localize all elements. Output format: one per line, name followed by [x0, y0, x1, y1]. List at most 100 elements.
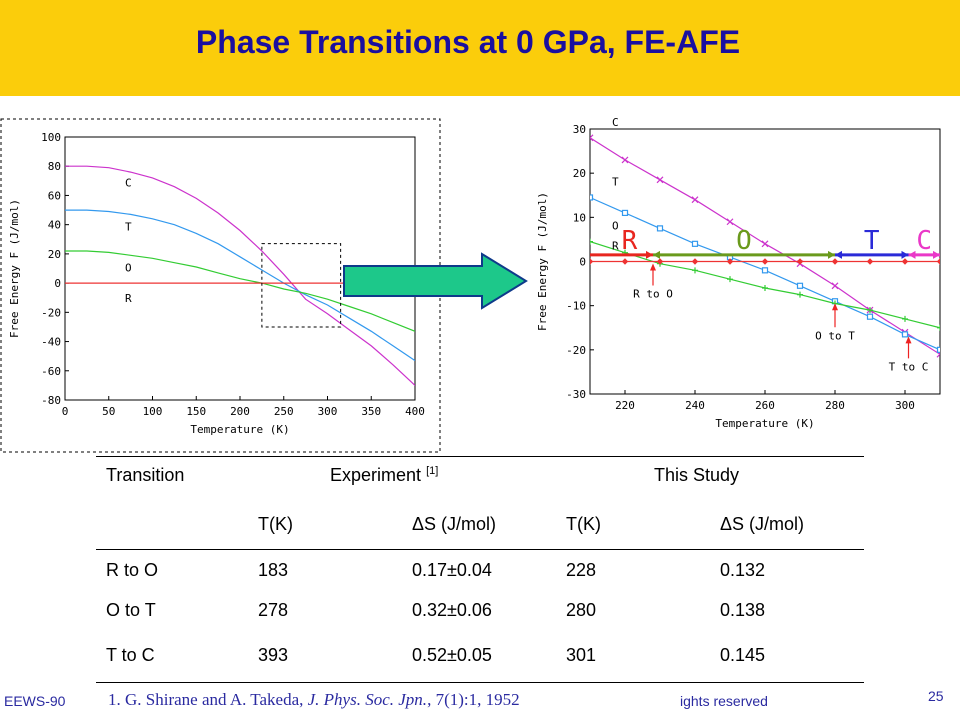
table-cell-transition: O to T: [106, 600, 156, 620]
table-rule-mid: [96, 549, 864, 550]
table-rule-bottom: [96, 682, 864, 683]
right-point-T: [691, 240, 699, 247]
right-x-tick-label: 280: [825, 399, 845, 412]
right-point-C: [726, 218, 734, 226]
right-point-R: [621, 258, 629, 265]
phase-arrowhead-left-T: [835, 250, 842, 259]
table-cell-study-t: 301: [566, 645, 597, 665]
right-point-R: [590, 258, 594, 265]
page-number: 25: [928, 688, 944, 704]
left-x-tick-label: 300: [318, 405, 338, 418]
table-cell-transition: T to C: [106, 645, 155, 665]
phase-label-R: R: [622, 226, 638, 256]
table-header-transition: Transition: [106, 465, 185, 485]
right-point-R: [691, 258, 699, 265]
table-rule-top: [96, 456, 864, 457]
right-y-tick-label: 10: [573, 211, 586, 224]
right-point-C: [691, 196, 699, 204]
footer-right-text: ights reserved: [680, 693, 768, 709]
left-x-tick-label: 400: [405, 405, 425, 418]
left-y-axis-label: Free Energy F (J/mol): [8, 199, 21, 338]
left-x-axis-label: Temperature (K): [190, 423, 289, 436]
right-series-group: [590, 134, 940, 358]
right-series-label-T: T: [612, 175, 619, 188]
right-y-tick-label: -30: [566, 388, 586, 401]
right-x-tick-label: 300: [895, 399, 915, 412]
table-cell-study-t: 228: [566, 560, 597, 580]
right-point-C: [761, 240, 769, 248]
table-header-this-study: This Study: [654, 465, 740, 485]
right-x-tick-label: 240: [685, 399, 705, 412]
table-cell-exp-t: 278: [258, 600, 289, 620]
right-point-R: [656, 258, 664, 265]
transition-arrowhead: [650, 263, 656, 271]
right-point-R: [796, 258, 804, 265]
left-y-tick-label: 0: [54, 277, 61, 290]
right-point-O: [692, 267, 698, 274]
right-y-tick-label: 0: [579, 256, 586, 269]
left-series-label-C: C: [125, 177, 132, 190]
right-series-label-O: O: [612, 220, 619, 233]
transition-label: O to T: [815, 329, 855, 342]
right-point-T: [796, 282, 804, 289]
right-x-tick-label: 260: [755, 399, 775, 412]
slide-title: Phase Transitions at 0 GPa, FE-AFE: [195, 24, 741, 60]
phase-arrowhead-right-C: [933, 250, 940, 259]
left-y-tick-label: 40: [48, 219, 61, 232]
transition-label: R to O: [633, 288, 673, 301]
right-point-R: [901, 258, 909, 265]
right-point-C: [656, 176, 664, 184]
left-y-tick-label: 60: [48, 189, 61, 202]
transition-arrowhead: [832, 303, 838, 311]
right-point-T: [590, 194, 594, 201]
right-point-T: [621, 209, 629, 217]
table-header-experiment-ref: [1]: [426, 465, 439, 477]
zoom-arrow-icon: [343, 252, 528, 310]
left-x-tick-label: 150: [186, 405, 206, 418]
phase-arrowhead-right-O: [828, 250, 835, 259]
right-point-C: [590, 134, 594, 142]
right-point-O: [762, 285, 768, 291]
table-header-experiment: Experiment [1]: [330, 465, 438, 486]
left-zoom-region: [261, 243, 342, 328]
right-point-O: [590, 238, 593, 245]
left-y-tick-label: -60: [41, 365, 61, 378]
table-subheader-exp-ds: ΔS (J/mol): [412, 514, 497, 534]
right-x-tick-label: 220: [615, 399, 635, 412]
table-cell-exp-t: 183: [258, 560, 289, 580]
left-x-tick-label: 250: [274, 405, 294, 418]
right-series-label-R: R: [612, 240, 619, 253]
left-x-tick-label: 50: [102, 405, 115, 418]
left-x-tick-label: 350: [361, 405, 381, 418]
right-point-R: [726, 258, 734, 265]
phase-arrowhead-right-R: [646, 250, 653, 259]
left-x-tick-label: 100: [143, 405, 163, 418]
left-series-label-O: O: [125, 261, 132, 274]
right-point-C: [831, 282, 839, 290]
reference-details: , 7(1):1, 1952: [427, 690, 520, 709]
transition-arrowhead: [905, 336, 912, 344]
table-cell-exp-t: 393: [258, 645, 289, 665]
transition-label: T to C: [889, 360, 929, 373]
phase-label-T: T: [864, 226, 880, 256]
left-y-tick-label: 80: [48, 160, 61, 173]
left-series-line-O: [65, 250, 415, 332]
right-y-axis-label: Free Energy F (J/mol): [536, 192, 549, 331]
table-cell-study-ds: 0.145: [720, 645, 766, 665]
chart-left-dashed-frame: [0, 118, 441, 453]
right-point-O: [902, 315, 908, 322]
table-cell-exp-ds: 0.52±0.05: [412, 645, 492, 665]
left-series-label-R: R: [125, 292, 132, 305]
phase-arrowhead-left-O: [653, 250, 660, 259]
right-point-R: [936, 258, 940, 265]
right-point-T: [761, 267, 769, 274]
title-bar: [0, 0, 960, 96]
right-x-axis-label: Temperature (K): [715, 417, 814, 430]
right-series-label-C: C: [612, 116, 619, 129]
right-point-T: [901, 331, 909, 338]
reference-authors: G. Shirane and A. Takeda,: [125, 690, 304, 709]
table-cell-study-ds: 0.132: [720, 560, 766, 580]
right-y-tick-label: -20: [566, 344, 586, 357]
phase-label-O: O: [736, 226, 752, 256]
right-point-C: [621, 156, 629, 164]
